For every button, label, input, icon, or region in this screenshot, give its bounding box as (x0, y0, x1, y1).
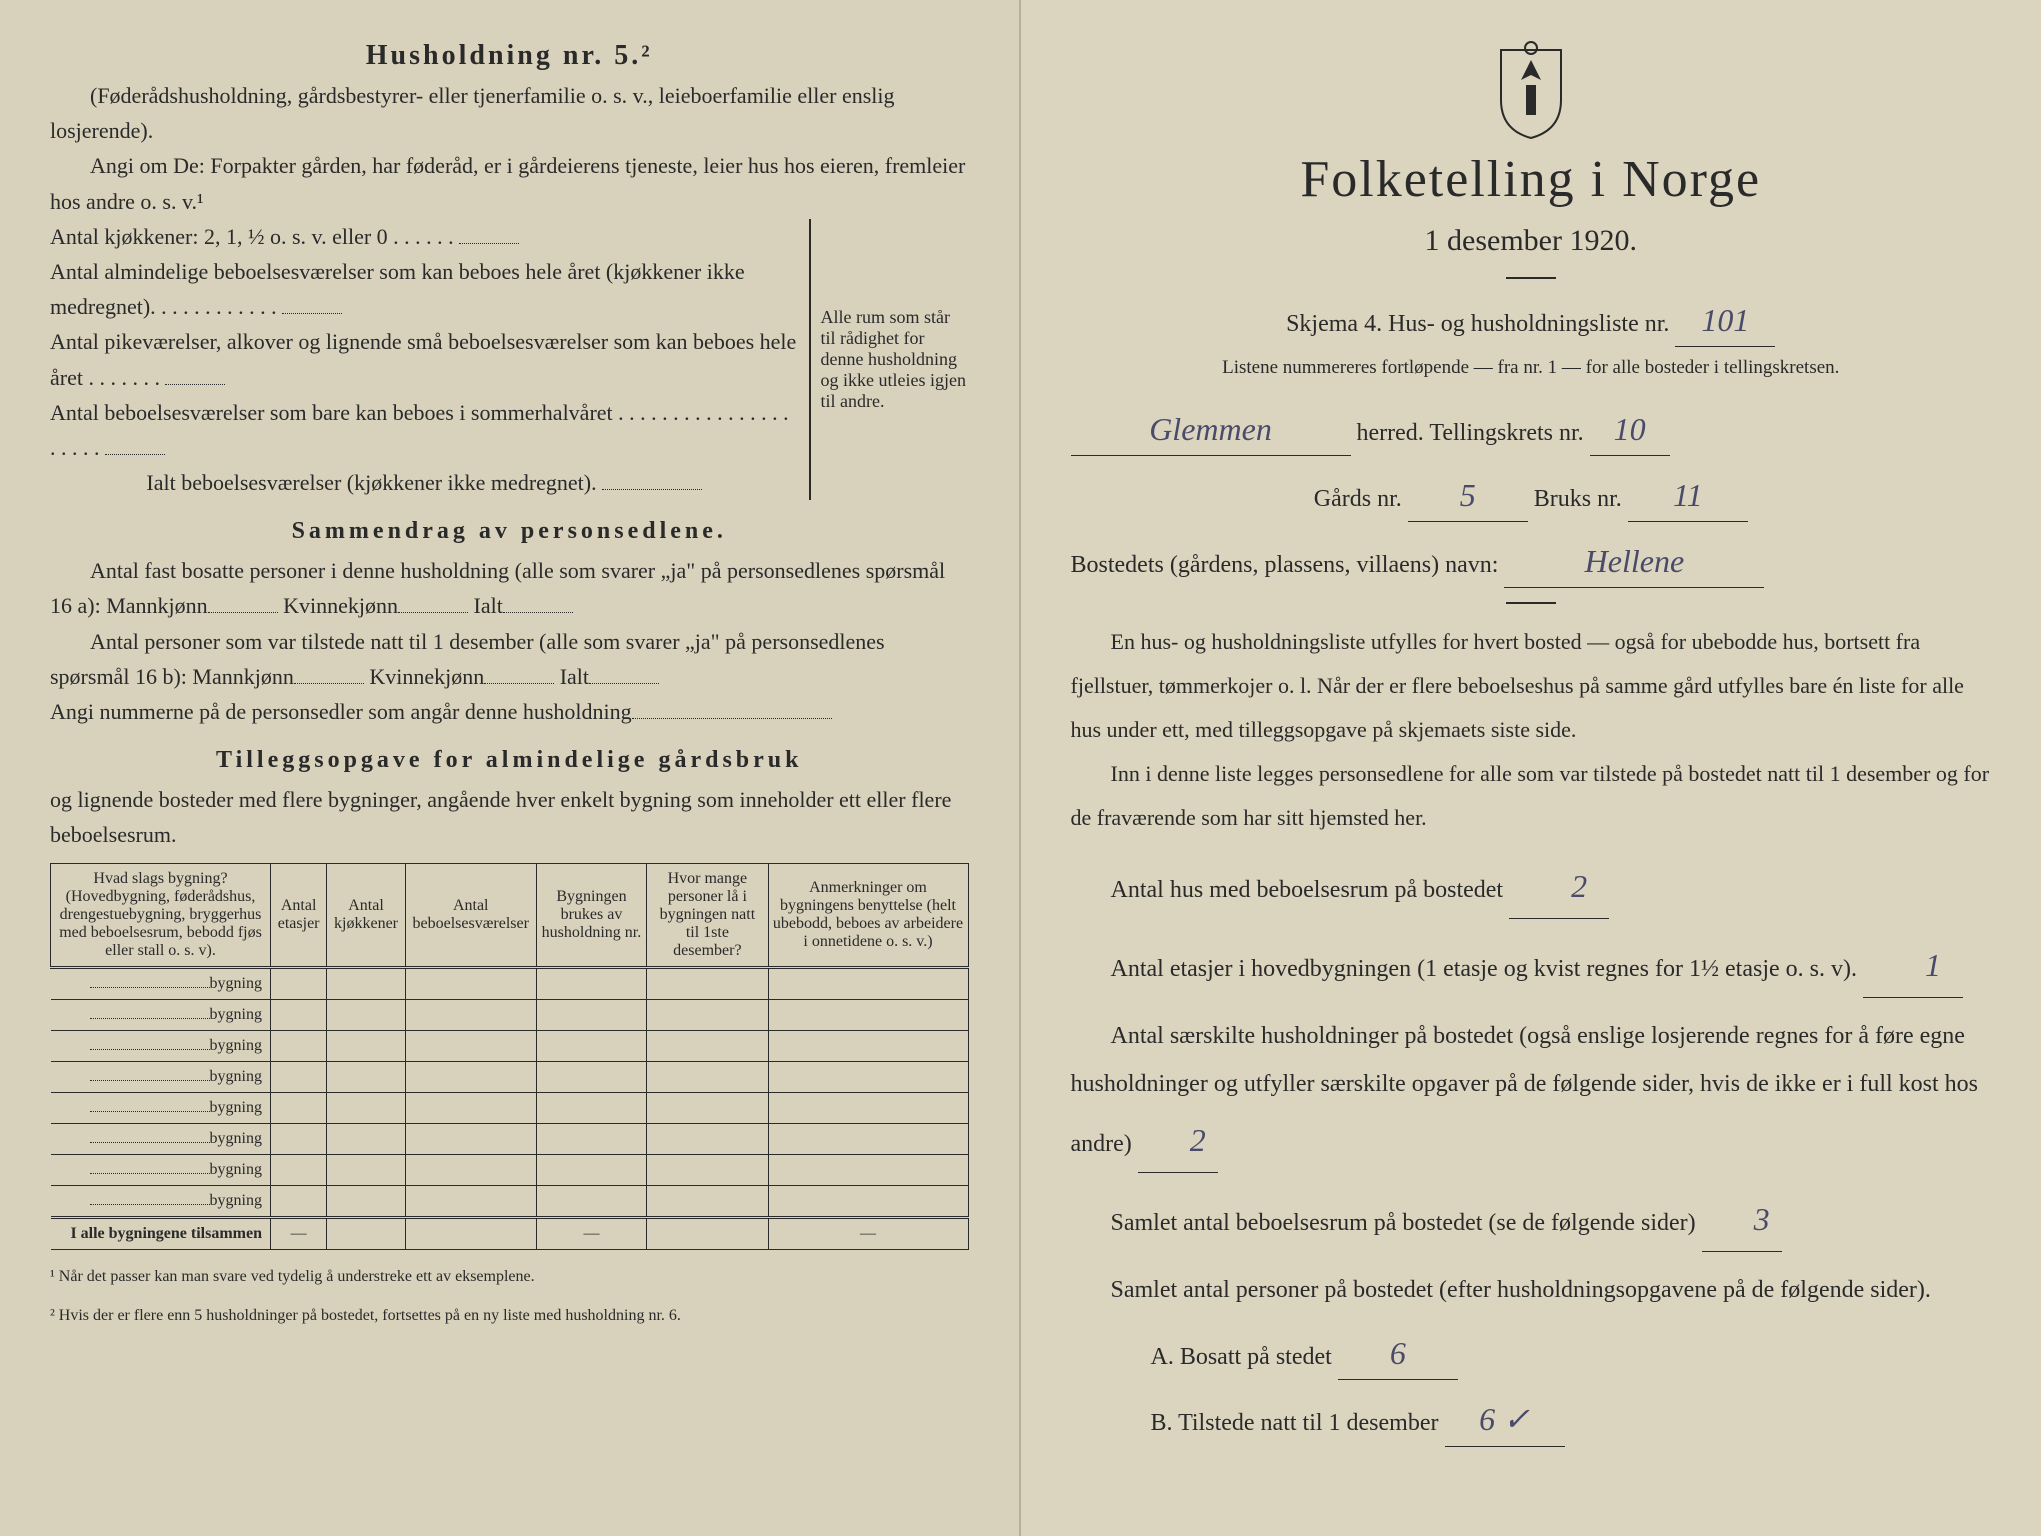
qB: B. Tilstede natt til 1 desember (1151, 1410, 1439, 1436)
q1: Antal hus med beboelsesrum på bostedet (1111, 877, 1504, 903)
q4-val: 3 (1702, 1187, 1782, 1252)
byg4: bygning (210, 1068, 262, 1085)
total-row: I alle bygningene tilsammen (51, 1217, 271, 1249)
kitchens-label: Antal kjøkkener: 2, 1, ½ o. s. v. eller … (50, 224, 388, 249)
kvinne2: Kvinnekjønn (369, 664, 484, 689)
rooms1: Antal almindelige beboelsesværelser som … (50, 259, 745, 319)
bosted-label: Bostedets (gårdens, plassens, villaens) … (1071, 552, 1499, 578)
main-title: Folketelling i Norge (1071, 150, 1992, 209)
kvinne1: Kvinnekjønn (283, 593, 398, 618)
herred-value: Glemmen (1071, 404, 1351, 456)
date: 1 desember 1920. (1071, 217, 1992, 265)
col6: Hvor mange personer lå i bygningen natt … (647, 863, 768, 967)
byg7: bygning (210, 1161, 262, 1178)
rooms3: Antal beboelsesværelser som bare kan beb… (50, 400, 613, 425)
skjema-value: 101 (1675, 295, 1775, 347)
q5: Samlet antal personer på bostedet (efter… (1071, 1266, 1992, 1314)
q4: Samlet antal beboelsesrum på bostedet (s… (1111, 1210, 1696, 1236)
q3-val: 2 (1138, 1108, 1218, 1173)
angi: Angi nummerne på de personsedler som ang… (50, 699, 632, 724)
ialt2: Ialt (560, 664, 589, 689)
herred-label: herred. Tellingskrets nr. (1357, 420, 1584, 446)
sub-text-2: Angi om De: Forpakter gården, har føderå… (50, 148, 969, 218)
para2: Inn i denne liste legges personsedlene f… (1071, 752, 1992, 840)
tillegg-title: Tilleggsopgave for almindelige gårdsbruk (50, 747, 969, 774)
col5: Bygningen brukes av husholdning nr. (536, 863, 647, 967)
col1: Hvad slags bygning? (Hovedbygning, føder… (51, 863, 271, 967)
q2-val: 1 (1863, 933, 1963, 998)
sub-text-1: (Føderådshusholdning, gårdsbestyrer- ell… (50, 78, 969, 148)
byg6: bygning (210, 1130, 262, 1147)
left-page: Husholdning nr. 5.² (Føderådshusholdning… (0, 0, 1021, 1536)
byg5: bygning (210, 1099, 262, 1116)
gards-value: 5 (1408, 470, 1528, 522)
q1-val: 2 (1509, 854, 1609, 919)
byg8: bygning (210, 1192, 262, 1209)
qA: A. Bosatt på stedet (1151, 1344, 1332, 1370)
bygning-table: Hvad slags bygning? (Hovedbygning, føder… (50, 863, 969, 1250)
byg2: bygning (210, 1006, 262, 1023)
rooms-block: Antal kjøkkener: 2, 1, ½ o. s. v. eller … (50, 219, 969, 501)
ialt1: Ialt (474, 593, 503, 618)
qA-val: 6 (1338, 1328, 1458, 1380)
para1: En hus- og husholdningsliste utfylles fo… (1071, 620, 1992, 752)
bruks-label: Bruks nr. (1534, 486, 1622, 512)
right-page: Folketelling i Norge 1 desember 1920. Sk… (1021, 0, 2041, 1536)
footnote1: ¹ Når det passer kan man svare ved tydel… (50, 1264, 969, 1290)
byg3: bygning (210, 1037, 262, 1054)
qB-val: 6 ✓ (1445, 1394, 1565, 1446)
footnote2: ² Hvis der er flere enn 5 husholdninger … (50, 1303, 969, 1329)
rooms2: Antal pikeværelser, alkover og lignende … (50, 329, 796, 389)
col2: Antal etasjer (271, 863, 327, 967)
skjema-label: Skjema 4. Hus- og husholdningsliste nr. (1286, 311, 1669, 337)
sammendrag-title: Sammendrag av personsedlene. (50, 518, 969, 545)
col7: Anmerkninger om bygningens benyttelse (h… (768, 863, 968, 967)
byg1: bygning (210, 975, 262, 992)
bosted-value: Hellene (1504, 536, 1764, 588)
q2: Antal etasjer i hovedbygningen (1 etasje… (1111, 956, 1857, 982)
coat-of-arms-icon (1491, 40, 1571, 140)
col4: Antal beboelsesværelser (405, 863, 536, 967)
brace-note: Alle rum som står til rådighet for denne… (809, 219, 969, 501)
heading-husholdning: Husholdning nr. 5.² (50, 40, 969, 72)
rooms-total: Ialt beboelsesværelser (kjøkkener ikke m… (146, 470, 596, 495)
krets-value: 10 (1590, 404, 1670, 456)
tillegg-sub: og lignende bosteder med flere bygninger… (50, 782, 969, 852)
bruks-value: 11 (1628, 470, 1748, 522)
col3: Antal kjøkkener (327, 863, 406, 967)
liste-note: Listene nummereres fortløpende — fra nr.… (1071, 353, 1992, 383)
gards-label: Gårds nr. (1314, 486, 1402, 512)
